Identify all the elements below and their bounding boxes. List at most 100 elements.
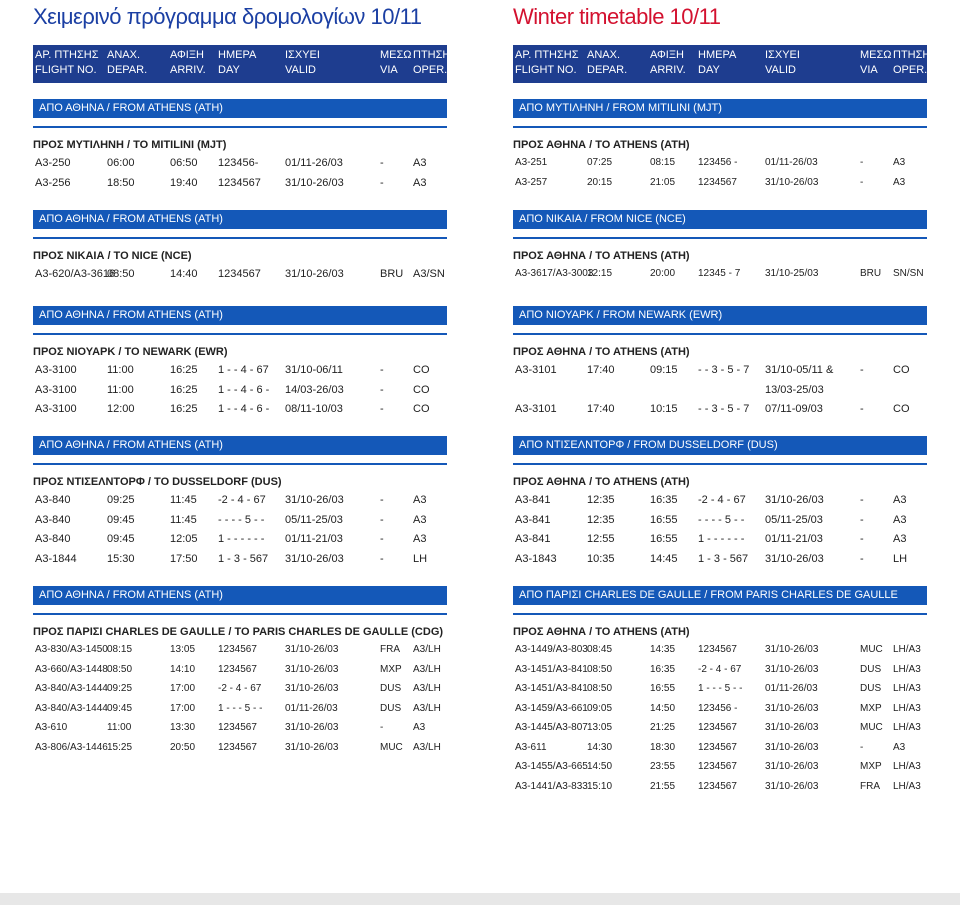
header-cell: ΗΜΕΡΑ <box>698 49 737 61</box>
flight-cell: 1234567 <box>218 741 257 753</box>
flight-cell: A3-840 <box>35 494 71 506</box>
page-title-english: Winter timetable 10/11 <box>513 4 721 29</box>
flight-cell: 12:00 <box>107 403 135 415</box>
flight-cell: 18:30 <box>650 741 676 753</box>
flight-cell: 17:00 <box>170 683 196 694</box>
flight-row: A3-610 11:00 13:30 1234567 31/10-26/03 - A3 <box>33 722 447 739</box>
flight-cell: 31/10-06/11 <box>285 364 343 376</box>
flight-cell: DUS <box>860 683 882 694</box>
origin-bar: ΑΠΟ ΑΘΗΝΑ / FROM ATHENS (ATH) <box>33 306 447 325</box>
flight-cell: 09:25 <box>107 683 133 694</box>
origin-bar: ΑΠΟ ΜΥΤΙΛΗΝΗ / FROM MITILINI (MJT) <box>513 99 927 118</box>
flight-cell: 31/10-26/03 <box>765 780 819 792</box>
flight-cell: 18:50 <box>107 176 135 189</box>
flight-cell: A3-1844 <box>35 552 77 565</box>
header-row-gr: ΑΡ. ΠΤΗΣΗΣ ΑΝΑΧ. ΑΦΙΞΗ ΗΜΕΡΑ ΙΣΧΥΕΙ ΜΕΣΩ ΠΤΗΣΗ <box>33 49 450 64</box>
flight-cell: 31/10-26/03 <box>765 722 819 733</box>
section-divider <box>33 126 447 128</box>
flight-cell: - <box>380 552 384 565</box>
flight-cell: 17:00 <box>170 702 196 714</box>
page-title-greek: Χειμερινό πρόγραμμα δρομολογίων 10/11 <box>33 4 422 29</box>
flight-cell: 31/10-05/11 & <box>765 364 834 376</box>
bottom-band <box>0 893 960 905</box>
flight-cell: 1 - - - 5 - - <box>218 702 263 714</box>
flight-row: A3-611 14:30 18:30 1234567 31/10-26/03 - A3 <box>513 742 927 759</box>
flight-cell: DUS <box>380 702 402 714</box>
flight-cell: 17:40 <box>587 403 615 415</box>
flight-cell: 1234567 <box>698 722 737 733</box>
flight-cell: 09:25 <box>107 494 135 506</box>
flight-cell: 14:50 <box>587 761 613 772</box>
flight-cell: 1234567 <box>698 176 737 188</box>
header-cell: DEPAR. <box>107 64 148 76</box>
header-cell: ΑΡ. ΠΤΗΣΗΣ <box>515 49 579 61</box>
flight-row: A3-660/A3-1448 08:50 14:10 1234567 31/10-26/… <box>33 664 447 681</box>
origin-bar: ΑΠΟ ΑΘΗΝΑ / FROM ATHENS (ATH) <box>33 99 447 118</box>
flight-row: A3-3100 12:00 16:25 1 - - 4 - 6 - 08/11-10/0… <box>33 403 447 420</box>
origin-bar: ΑΠΟ ΝΤΙΣΕΛΝΤΟΡΦ / FROM DUSSELDORF (DUS) <box>513 436 927 455</box>
flight-cell: LH/A3 <box>893 722 921 733</box>
origin-label: ΑΠΟ ΠΑΡΙΣΙ CHARLES DE GAULLE / FROM PARI… <box>519 589 898 620</box>
flight-cell: 16:35 <box>650 663 676 675</box>
flight-cell: 31/10-26/03 <box>285 552 344 565</box>
flight-row: A3-1451/A3-841 08:50 16:55 1 - - - 5 - - 01/… <box>513 683 927 700</box>
flight-cell: 13:05 <box>170 644 196 655</box>
flight-cell: 16:25 <box>170 403 198 415</box>
flight-cell: 31/10-26/03 <box>285 663 339 675</box>
flight-row: A3-1844 15:30 17:50 1 - 3 - 567 31/10-26/03 -… <box>33 553 447 570</box>
destination-label: ΠΡΟΣ ΑΘΗΝΑ / TO ATHENS (ATH) <box>513 139 690 151</box>
flight-cell: 01/11-21/03 <box>765 533 823 545</box>
flight-row: A3-620/A3-3616 08:50 14:40 1234567 31/10-26/… <box>33 268 447 285</box>
flight-cell: - <box>860 494 864 506</box>
flight-cell: 14:45 <box>650 552 678 565</box>
flight-cell: 1 - - 4 - 67 <box>218 364 269 376</box>
flight-cell: CO <box>413 364 430 376</box>
header-cell: ARRIV. <box>170 64 206 76</box>
flight-cell: 17:40 <box>587 364 615 376</box>
flight-row: A3-3101 17:40 09:15 - - 3 - 5 - 7 31/10-05/1… <box>513 364 927 381</box>
flight-cell: A3/LH <box>413 663 441 675</box>
flight-cell: A3-1441/A3-833 <box>515 780 588 792</box>
flight-cell: A3 <box>413 513 427 526</box>
flight-cell: A3-841 <box>515 494 551 506</box>
flight-row: A3-3101 17:40 10:15 - - 3 - 5 - 7 07/11-09/0… <box>513 403 927 420</box>
destination-label: ΠΡΟΣ ΝΙΚΑΙΑ / TO NICE (NCE) <box>33 250 192 262</box>
flight-cell: A3 <box>413 722 426 733</box>
flight-cell: SN/SN <box>893 268 924 279</box>
flight-cell: MUC <box>380 741 403 753</box>
origin-label: ΑΠΟ ΑΘΗΝΑ / FROM ATHENS (ATH) <box>39 213 223 225</box>
header-cell: VALID <box>765 64 796 76</box>
flight-cell: -2 - 4 - 67 <box>698 494 746 506</box>
origin-label: ΑΠΟ ΑΘΗΝΑ / FROM ATHENS (ATH) <box>39 309 223 321</box>
flight-cell: 1234567 <box>698 644 737 655</box>
flight-cell: 09:45 <box>107 702 133 714</box>
flight-cell: MXP <box>380 663 402 675</box>
flight-cell: MXP <box>860 702 882 714</box>
flight-cell: FRA <box>380 644 400 655</box>
flight-cell: A3-1445/A3-807 <box>515 722 588 733</box>
header-cell: ΙΣΧΥΕΙ <box>765 49 800 61</box>
origin-label: ΑΠΟ ΑΘΗΝΑ / FROM ATHENS (ATH) <box>39 589 223 601</box>
flight-cell: 31/10-26/03 <box>285 268 344 280</box>
origin-bar: ΑΠΟ ΠΑΡΙΣΙ CHARLES DE GAULLE / FROM PARI… <box>513 586 927 620</box>
flight-cell: 1234567 <box>218 644 257 655</box>
flight-cell: 06:50 <box>170 157 198 169</box>
flight-cell: 12:35 <box>587 513 615 526</box>
flight-cell: - <box>860 513 864 526</box>
flight-cell: CO <box>893 364 910 376</box>
flight-cell: 1234567 <box>698 741 737 753</box>
destination-label: ΠΡΟΣ ΝΤΙΣΕΛΝΤΟΡΦ / TO DUSSELDORF (DUS) <box>33 476 282 488</box>
flight-cell: 15:25 <box>107 741 133 753</box>
destination-label: ΠΡΟΣ ΑΘΗΝΑ / TO ATHENS (ATH) <box>513 250 690 262</box>
flight-cell: - <box>380 364 384 376</box>
flight-cell: - - - - 5 - - <box>218 513 265 526</box>
flight-cell: 14:30 <box>587 741 613 753</box>
flight-cell: 1234567 <box>698 761 737 772</box>
flight-cell: 01/11-21/03 <box>285 533 343 545</box>
flight-row: A3-806/A3-1446 15:25 20:50 1234567 31/10-26/… <box>33 742 447 759</box>
header-cell: VIA <box>380 64 398 76</box>
flight-cell: 08/11-10/03 <box>285 403 343 415</box>
flight-cell: 31/10-26/03 <box>765 702 819 714</box>
header-cell: DAY <box>218 64 240 76</box>
flight-row: A3-1445/A3-807 13:05 21:25 1234567 31/10-26/… <box>513 722 927 739</box>
